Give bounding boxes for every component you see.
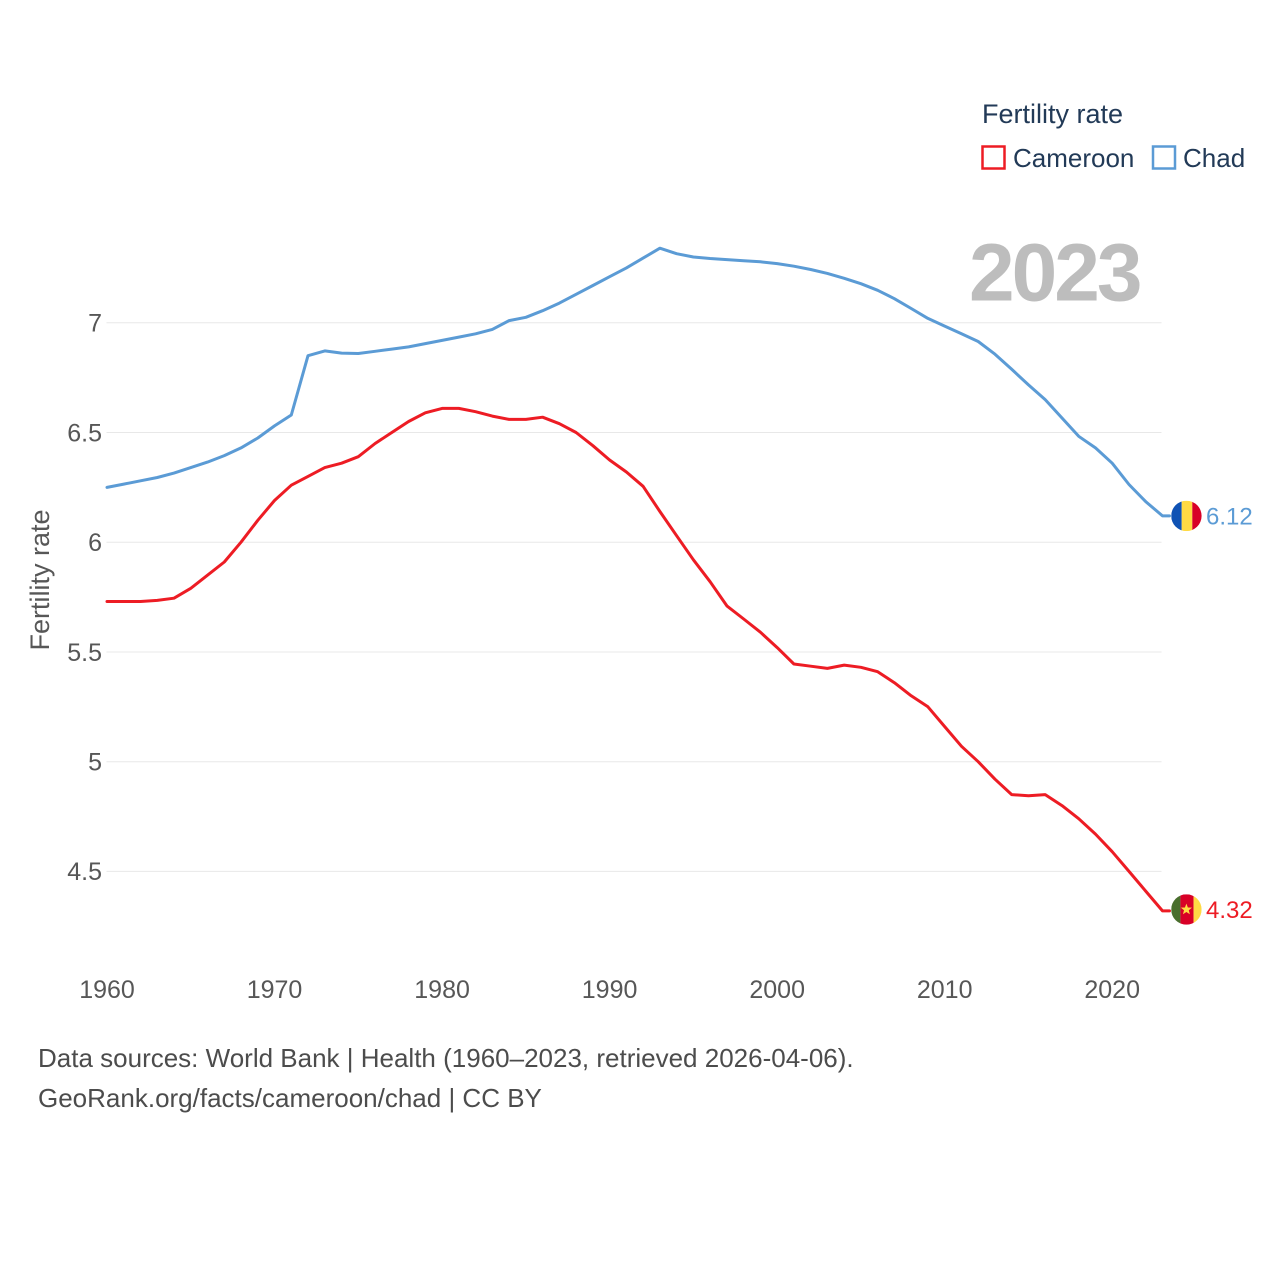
svg-text:1970: 1970 [247, 976, 303, 1004]
svg-text:Data sources: World Bank | Hea: Data sources: World Bank | Health (1960–… [38, 1043, 854, 1073]
svg-text:2010: 2010 [917, 976, 973, 1004]
svg-text:2020: 2020 [1084, 976, 1140, 1004]
svg-text:6.5: 6.5 [67, 419, 102, 447]
svg-text:Fertility rate: Fertility rate [982, 99, 1123, 129]
svg-text:GeoRank.org/facts/cameroon/cha: GeoRank.org/facts/cameroon/chad | CC BY [38, 1083, 542, 1113]
svg-text:Fertility rate: Fertility rate [25, 509, 55, 650]
svg-text:4.5: 4.5 [67, 858, 102, 886]
svg-text:1990: 1990 [582, 976, 638, 1004]
svg-text:1960: 1960 [79, 976, 135, 1004]
svg-text:2000: 2000 [749, 976, 805, 1004]
svg-text:7: 7 [88, 310, 102, 338]
svg-text:Cameroon: Cameroon [1013, 143, 1134, 173]
svg-text:5: 5 [88, 749, 102, 777]
svg-text:6.12: 6.12 [1206, 504, 1253, 531]
svg-text:2023: 2023 [969, 228, 1140, 319]
svg-text:5.5: 5.5 [67, 639, 102, 667]
svg-text:6: 6 [88, 529, 102, 557]
svg-text:1980: 1980 [414, 976, 470, 1004]
svg-text:4.32: 4.32 [1206, 897, 1253, 924]
svg-text:Chad: Chad [1183, 143, 1245, 173]
